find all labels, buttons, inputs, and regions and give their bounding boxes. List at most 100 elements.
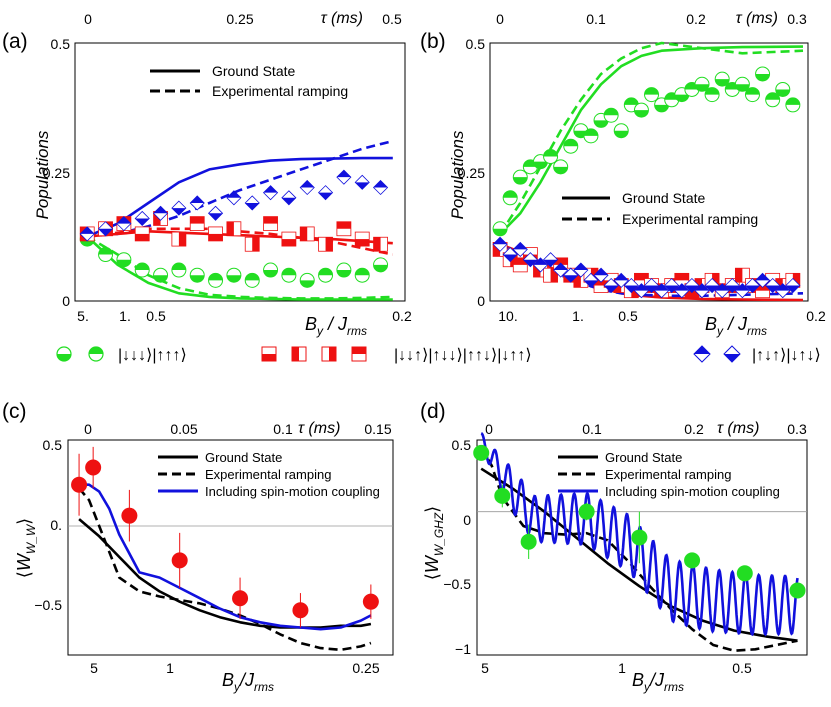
panel-a-blue-point	[372, 179, 389, 196]
panel-b-blue-point	[744, 277, 761, 294]
panel-a-red-point	[318, 236, 333, 252]
panel-b-blue-point	[684, 277, 700, 294]
panel-a-green-point	[263, 262, 279, 278]
panel-a-green-point	[153, 267, 169, 283]
panel-c-markers	[71, 446, 379, 628]
panel-b-toptick-0.3: 0.3	[787, 11, 807, 27]
panel-d-data-point	[520, 533, 537, 550]
panel-a-blue-point	[336, 169, 352, 185]
panel-b-blue-point	[593, 267, 609, 283]
panel-c-data-point	[85, 459, 102, 476]
panel-b-ytick-0.25: 0.25	[458, 165, 485, 181]
panel-d-tau-label: τ (ms)	[717, 420, 759, 437]
panel-c-ytick-neg0.5: −0.5	[34, 597, 62, 613]
panel-d-btick-0.5: 0.5	[732, 660, 752, 676]
panel-b-green-point	[603, 107, 619, 123]
panel-b-btick-0.5: 0.5	[618, 308, 638, 324]
red-legend-label: |↓↓↑⟩|↑↓↓⟩|↑↑↓⟩|↓↑↑⟩	[394, 347, 532, 364]
panel-a-tau-label: τ (ms)	[321, 10, 363, 27]
panel-b-blue-point	[502, 246, 518, 263]
panel-b-green-point	[755, 66, 771, 82]
panel-d-data-point	[684, 552, 701, 569]
panel-b-green-point	[694, 76, 710, 92]
blue-legend-marker-1	[693, 345, 711, 363]
panel-b-green-point	[502, 190, 518, 206]
panel-a-red-point	[336, 221, 352, 237]
panel-a-red-point	[226, 221, 242, 237]
panel-a-toptick-0.5: 0.5	[382, 11, 402, 27]
panel-a-blue-point	[281, 190, 297, 206]
panel-a-blue-point	[134, 210, 150, 227]
panel-b-blue-point	[704, 277, 720, 294]
panel-a-red-point	[244, 236, 260, 252]
green-legend-marker-2	[88, 346, 104, 362]
panel-b-blue-point	[643, 277, 660, 294]
panel-a-blue-point	[207, 205, 224, 221]
panel-c-ytick-0.5: 0.5	[43, 437, 63, 453]
panel-d-data-point	[494, 487, 511, 504]
panel-b-blue-point	[563, 267, 579, 283]
panel-a-blue-point	[116, 216, 132, 232]
panel-b-btick-10: 10.	[498, 308, 517, 324]
panel-b-toptick-0.1: 0.1	[586, 11, 606, 27]
panel-b-green-point	[704, 87, 720, 103]
panel-a-red-point	[281, 231, 297, 247]
panel-b-green-point	[765, 92, 781, 108]
panel-b-green-point	[583, 128, 599, 144]
panel-a-green-point	[281, 267, 297, 283]
panel-c-data-point	[71, 476, 88, 493]
panel-a-green-point	[226, 267, 242, 283]
red-legend-marker-1	[261, 346, 277, 362]
panel-d-btick-5: 5	[481, 660, 489, 676]
red-legend-marker-2	[291, 346, 307, 362]
panel-a-legend-ramp: Experimental ramping	[212, 83, 348, 99]
panel-b-toptick-0: 0	[496, 11, 504, 27]
panel-a-red-point	[134, 226, 150, 242]
panel-a-red-point	[373, 236, 388, 252]
panel-a-blue-point	[244, 195, 260, 211]
panel-d-frame	[476, 439, 808, 656]
panel-c-label: (c)	[2, 400, 27, 423]
panel-d-black-dashed-line	[480, 446, 798, 652]
panel-a-blue-dashed-line	[87, 139, 394, 238]
panel-b-blue-point	[492, 236, 508, 252]
panel-a-blue-point	[97, 221, 114, 237]
state-legend: |↓↓↓⟩|↑↑↑⟩ |↓↓↑⟩|↑↓↓⟩|↑↑↓⟩|↓↑↑⟩ |↑↓↑⟩|↓↑…	[56, 345, 821, 364]
panel-b-green-point	[734, 76, 750, 92]
panel-a-blue-point	[317, 185, 334, 201]
panel-b-green-point	[633, 102, 649, 118]
panel-b-green-point	[492, 221, 508, 237]
panel-c-btick-0.25: 0.25	[352, 660, 379, 676]
panel-b-green-point	[644, 87, 660, 103]
panel-b-green-point	[785, 97, 801, 113]
panel-c-ylabel: ⟨WW_W⟩	[14, 518, 38, 578]
panel-b-green-point	[512, 169, 528, 185]
panel-b-blue-point	[583, 272, 599, 288]
panel-c-toptick-0.05: 0.05	[170, 421, 197, 437]
panel-a-blue-point	[189, 195, 205, 211]
panel-a-green-point	[98, 247, 114, 263]
panel-a-blue-point	[171, 200, 187, 216]
panel-d-toptick-0.3: 0.3	[787, 421, 807, 437]
panel-a-green-point	[244, 272, 260, 288]
panel-a-green-point	[354, 267, 370, 283]
panel-c-data-point	[292, 602, 309, 619]
panel-a-toptick-0: 0	[84, 11, 92, 27]
panel-b-green-point	[744, 87, 760, 103]
panel-c-xlabel: By/Jrms	[222, 670, 274, 694]
panel-b-green-point	[543, 149, 559, 165]
panel-d-ytick-neg1: −1	[455, 641, 471, 657]
panel-a-red-point	[354, 231, 370, 247]
panel-c-toptick-0.1: 0.1	[273, 421, 293, 437]
panel-a-green-point	[336, 262, 352, 278]
panel-b-blue-point	[603, 277, 619, 294]
panel-b-blue-point	[522, 252, 538, 268]
green-legend-marker-1	[56, 346, 72, 362]
panel-b-blue-point	[724, 277, 740, 294]
panel-b-blue-point	[765, 277, 781, 294]
panel-c-data-point	[121, 507, 138, 524]
panel-c-data-point	[362, 593, 379, 610]
panel-b-blue-point	[664, 277, 680, 294]
panel-c-tau-label: τ (ms)	[298, 420, 340, 437]
panel-c-data-point	[232, 590, 249, 607]
